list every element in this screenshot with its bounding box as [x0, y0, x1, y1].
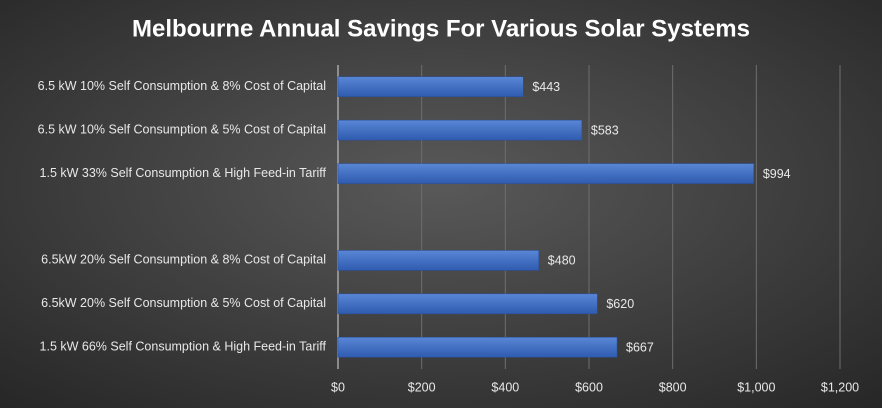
data-label: $443 [532, 80, 560, 94]
y-tick-label: 6.5 kW 10% Self Consumption & 5% Cost of… [38, 122, 326, 136]
bar [337, 163, 755, 184]
data-label: $667 [626, 341, 654, 355]
x-tick-label: $200 [408, 380, 436, 394]
y-tick-label: 1.5 kW 33% Self Consumption & High Feed-… [40, 166, 327, 180]
x-tick-label: $800 [659, 380, 687, 394]
data-label: $480 [548, 254, 576, 268]
x-tick-label: $400 [491, 380, 519, 394]
x-tick-label: $1,200 [821, 380, 859, 394]
y-tick-label: 6.5kW 20% Self Consumption & 8% Cost of … [41, 253, 326, 267]
y-tick-label: 6.5kW 20% Self Consumption & 5% Cost of … [41, 296, 326, 310]
bar [337, 293, 598, 315]
chart-title: Melbourne Annual Savings For Various Sol… [132, 15, 750, 42]
y-tick-label: 6.5 kW 10% Self Consumption & 8% Cost of… [38, 79, 326, 93]
bar [337, 76, 524, 97]
data-label: $583 [591, 123, 619, 137]
data-label: $994 [763, 167, 791, 181]
x-tick-label: $1,000 [737, 380, 775, 394]
bar [337, 337, 618, 358]
bar [337, 250, 540, 271]
y-tick-label: 1.5 kW 66% Self Consumption & High Feed-… [40, 340, 327, 354]
x-tick-label: $600 [575, 380, 603, 394]
bar [337, 119, 583, 141]
x-tick-label: $0 [331, 380, 345, 394]
data-label: $620 [606, 297, 634, 311]
